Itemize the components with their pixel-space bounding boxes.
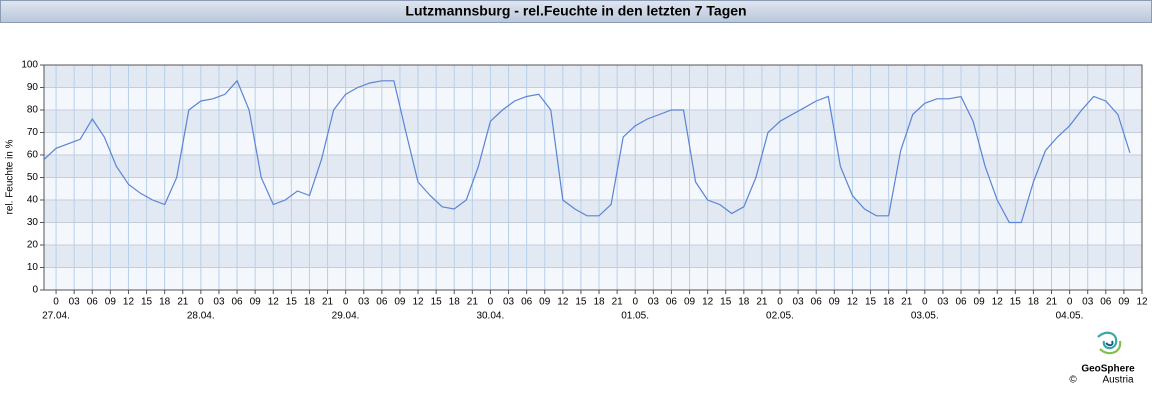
y-axis-label: rel. Feuchte in % <box>5 139 16 214</box>
x-tick-label: 12 <box>412 297 424 308</box>
x-tick-label: 09 <box>250 297 262 308</box>
x-tick-label: 18 <box>449 297 461 308</box>
grid-band <box>44 65 1142 88</box>
x-tick-label: 06 <box>955 297 967 308</box>
logo-name: GeoSphere <box>1081 364 1135 375</box>
x-tick-label: 21 <box>322 297 334 308</box>
grid-band <box>44 110 1142 133</box>
copyright: © <box>1069 375 1077 386</box>
logo <box>1097 331 1122 355</box>
date-label: 02.05. <box>766 311 794 322</box>
x-tick-label: 15 <box>286 297 298 308</box>
x-tick-label: 0 <box>632 297 638 308</box>
x-tick-label: 18 <box>304 297 316 308</box>
x-tick-label: 21 <box>1046 297 1058 308</box>
data-line <box>43 79 1131 224</box>
x-tick-label: 12 <box>847 297 859 308</box>
x-tick-label: 03 <box>937 297 949 308</box>
y-tick-label: 70 <box>27 127 39 138</box>
x-tick-label: 06 <box>811 297 823 308</box>
x-tick-label: 06 <box>666 297 678 308</box>
x-tick-label: 03 <box>1082 297 1094 308</box>
y-tick-label: 0 <box>32 285 38 296</box>
x-tick-label: 03 <box>648 297 660 308</box>
date-label: 28.04. <box>187 311 215 322</box>
date-label: 03.05. <box>911 311 939 322</box>
date-label: 27.04. <box>42 311 70 322</box>
x-tick-label: 21 <box>901 297 913 308</box>
y-tick-label: 20 <box>27 240 39 251</box>
x-tick-label: 12 <box>268 297 280 308</box>
x-tick-label: 21 <box>756 297 768 308</box>
y-tick-label: 90 <box>27 82 39 93</box>
x-tick-label: 18 <box>883 297 895 308</box>
logo-swirl <box>1097 331 1118 350</box>
y-tick-label: 10 <box>27 262 39 273</box>
x-tick-label: 0 <box>343 297 349 308</box>
x-tick-label: 18 <box>593 297 605 308</box>
x-tick-label: 15 <box>575 297 587 308</box>
x-tick-label: 15 <box>1010 297 1022 308</box>
x-tick-label: 06 <box>1100 297 1112 308</box>
x-tick-label: 06 <box>521 297 533 308</box>
x-tick-label: 0 <box>53 297 59 308</box>
x-tick-label: 09 <box>1118 297 1130 308</box>
x-tick-label: 0 <box>198 297 204 308</box>
x-tick-label: 21 <box>467 297 479 308</box>
x-tick-label: 03 <box>793 297 805 308</box>
date-label: 01.05. <box>621 311 649 322</box>
chart-title: Lutzmannsburg - rel.Feuchte in den letzt… <box>405 3 746 19</box>
x-tick-label: 12 <box>992 297 1004 308</box>
x-tick-label: 15 <box>720 297 732 308</box>
x-tick-label: 12 <box>123 297 135 308</box>
x-tick-label: 03 <box>69 297 81 308</box>
date-label: 30.04. <box>476 311 504 322</box>
plot-frame <box>43 64 1143 291</box>
x-tick-label: 18 <box>1028 297 1040 308</box>
y-tick-label: 30 <box>27 217 39 228</box>
x-tick-label: 18 <box>159 297 171 308</box>
x-tick-label: 18 <box>738 297 750 308</box>
x-tick-label: 09 <box>974 297 986 308</box>
x-tick-label: 03 <box>213 297 225 308</box>
x-tick-label: 12 <box>1136 297 1148 308</box>
x-tick-label: 15 <box>141 297 153 308</box>
x-tick-label: 09 <box>539 297 551 308</box>
x-tick-label: 12 <box>702 297 714 308</box>
x-tick-label: 0 <box>1067 297 1073 308</box>
x-tick-label: 0 <box>922 297 928 308</box>
grid-band <box>44 155 1142 178</box>
date-label: 29.04. <box>332 311 360 322</box>
x-tick-label: 15 <box>431 297 443 308</box>
x-tick-label: 09 <box>829 297 841 308</box>
x-tick-label: 21 <box>177 297 189 308</box>
date-label: 04.05. <box>1056 311 1084 322</box>
x-tick-label: 12 <box>557 297 569 308</box>
x-tick-label: 21 <box>612 297 624 308</box>
x-tick-label: 03 <box>503 297 515 308</box>
logo-sub: Austria <box>1102 375 1134 386</box>
logo-swirl <box>1105 340 1114 347</box>
x-tick-label: 09 <box>394 297 406 308</box>
y-tick-label: 40 <box>27 195 39 206</box>
x-tick-label: 06 <box>87 297 99 308</box>
x-tick-label: 0 <box>488 297 494 308</box>
x-tick-label: 06 <box>376 297 388 308</box>
logo-swirl <box>1099 340 1122 355</box>
y-tick-label: 100 <box>21 60 38 71</box>
x-tick-label: 06 <box>231 297 243 308</box>
x-tick-label: 09 <box>684 297 696 308</box>
x-tick-label: 09 <box>105 297 117 308</box>
y-tick-label: 60 <box>27 150 39 161</box>
grid-band <box>44 245 1142 268</box>
x-tick-label: 0 <box>777 297 783 308</box>
y-tick-label: 80 <box>27 105 39 116</box>
x-tick-label: 03 <box>358 297 370 308</box>
grid-band <box>44 200 1142 223</box>
y-tick-label: 50 <box>27 172 39 183</box>
x-tick-label: 15 <box>865 297 877 308</box>
